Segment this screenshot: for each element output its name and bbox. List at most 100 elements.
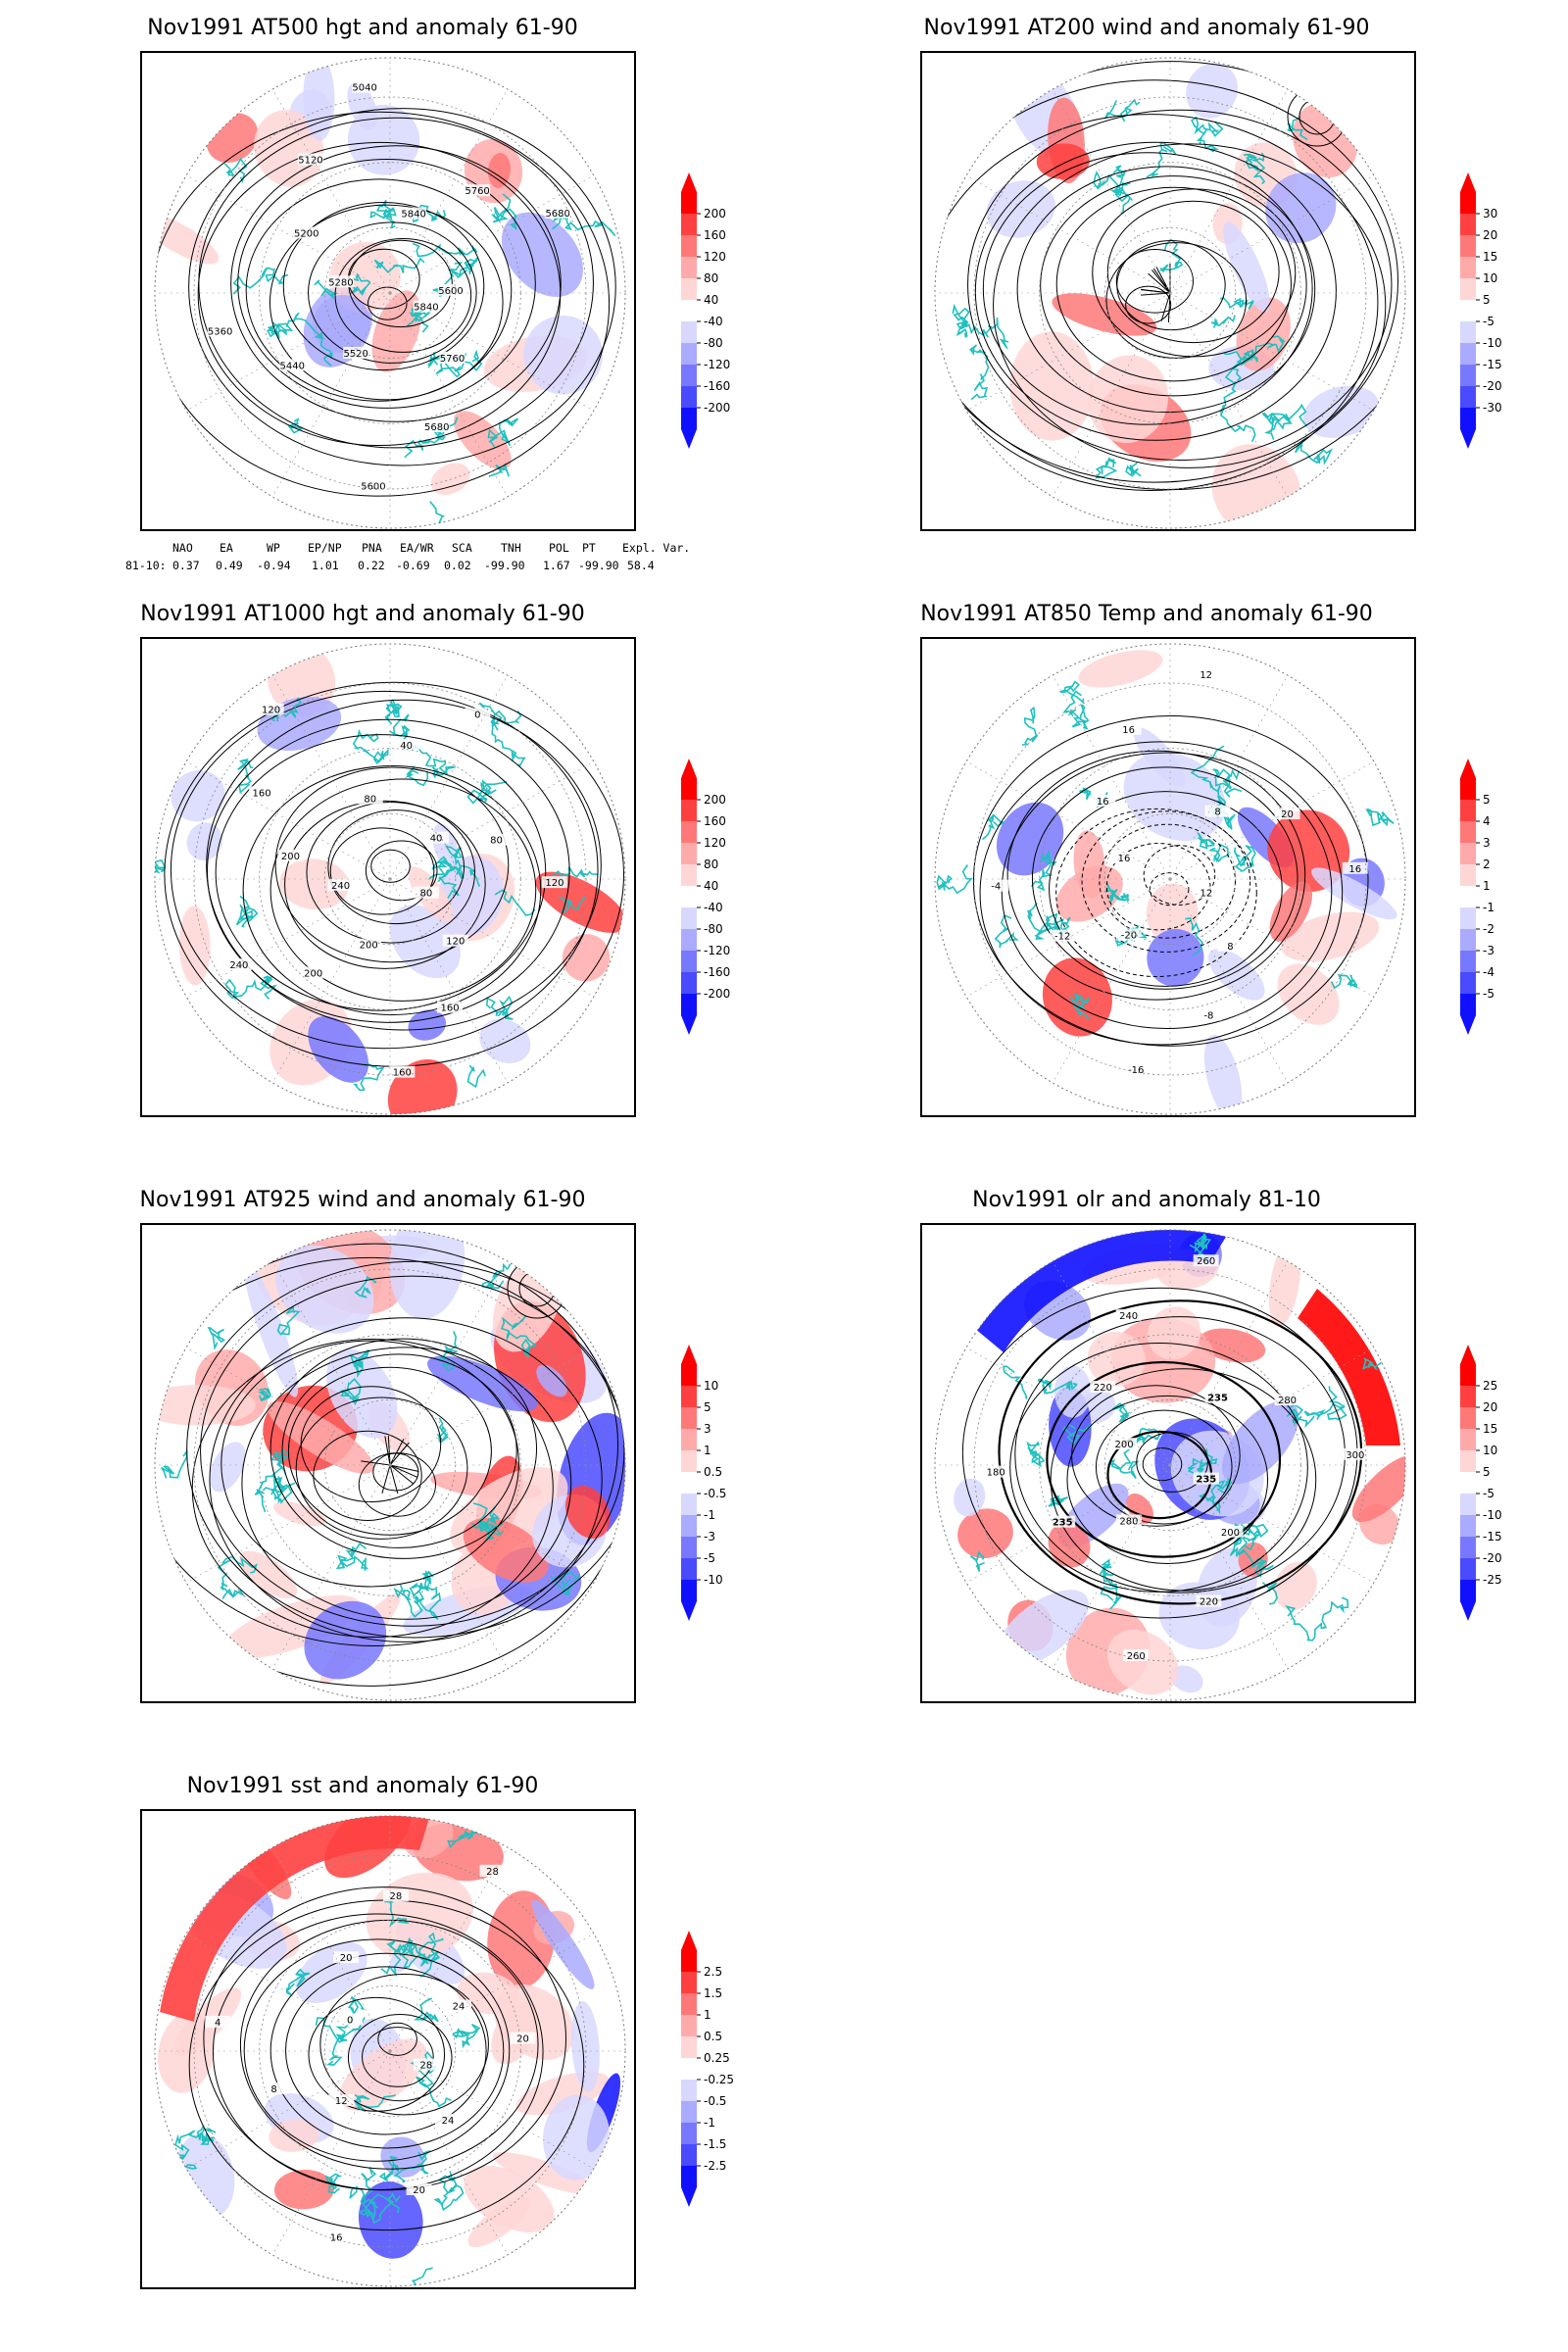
panel-title-850temp: Nov1991 AT850 Temp and anomaly 61-90	[920, 602, 1373, 626]
streamline	[1106, 200, 1280, 344]
coastline	[436, 1417, 449, 1444]
coastline	[412, 242, 478, 258]
colorbar-segment	[1460, 365, 1476, 386]
contour-label: 5760	[440, 354, 465, 365]
contour-line	[319, 1973, 489, 2116]
streamline	[358, 1452, 436, 1517]
contour-line	[270, 778, 537, 1002]
contour-label-bg	[983, 879, 1009, 892]
contour-line	[308, 221, 477, 364]
colorbar-label: -20	[1483, 379, 1502, 393]
graticule-longitude	[389, 1464, 594, 1584]
graticule-longitude	[966, 1464, 1171, 1584]
contour-line	[206, 699, 602, 1031]
colorbar-label: -160	[704, 965, 730, 979]
colorbar-sst: 2.5 1.5 1 0.5 0.25 -0.25 -0.5 -1 -1.5 -2.5	[681, 1931, 789, 2215]
colorbar-label: 5	[1483, 1465, 1491, 1479]
contour-label: -12	[1054, 932, 1070, 943]
graticule-longitude	[1169, 1464, 1374, 1584]
anomaly-shading	[957, 1508, 1013, 1559]
anomaly-shading	[171, 769, 225, 822]
streamline	[200, 1275, 625, 1627]
coastline	[1232, 1522, 1269, 1551]
contour-label-bg	[1111, 852, 1138, 864]
streamline	[186, 1260, 625, 1639]
contour-line	[239, 1919, 539, 2170]
graticule-longitude	[1052, 292, 1171, 497]
map-1000hgt: 80 120 160 160 200 200 240 240 200 160 120 80 40 0 40 8…	[140, 637, 636, 1117]
coastline	[1207, 843, 1230, 863]
graticule-longitude	[966, 760, 1171, 880]
colorbar-segment	[681, 192, 697, 214]
anomaly-shading	[501, 212, 583, 297]
coastline	[258, 1388, 271, 1402]
anomaly-shading	[1281, 911, 1380, 962]
anomaly-shading	[1052, 293, 1157, 336]
graticule-longitude	[1169, 1464, 1289, 1669]
contour-label: 80	[490, 836, 503, 847]
coastline	[466, 779, 508, 805]
coastline	[487, 417, 519, 448]
anomaly-shading	[155, 212, 220, 265]
colorbar-label: 80	[704, 858, 718, 871]
contour-line	[245, 178, 513, 402]
contour-line	[1081, 810, 1251, 953]
coastline	[414, 1997, 439, 2023]
colorbar-label: 1	[704, 2008, 711, 2022]
contour-label: 5680	[424, 422, 449, 433]
contour-label-bg	[423, 419, 450, 432]
contour-label-bg	[1090, 794, 1116, 807]
contour-label: 40	[400, 741, 413, 752]
colorbar-segment	[1460, 1558, 1476, 1580]
colorbar-segment	[1460, 843, 1476, 864]
graticule-longitude	[389, 1933, 594, 2052]
streamline	[935, 114, 1379, 491]
streamline	[389, 1442, 410, 1466]
contour-line	[1149, 872, 1190, 906]
coastline	[266, 321, 294, 339]
graticule-longitude	[271, 1847, 391, 2052]
contour-line	[269, 204, 504, 401]
coastline	[361, 2166, 401, 2225]
coastline	[558, 896, 586, 913]
map-boundary	[154, 57, 626, 529]
coastline	[1197, 832, 1216, 850]
contour-label: 20	[1281, 809, 1294, 820]
colorbar-label: 1	[704, 1444, 711, 1457]
colorbar-segment	[1460, 1429, 1476, 1450]
colorbar-segment	[681, 2144, 697, 2166]
colorbar-200wind: 30 20 15 10 5 -5 -10 -15 -20 -30	[1460, 172, 1568, 457]
colorbar-segment	[1460, 994, 1476, 1015]
colorbar-label: -40	[704, 901, 723, 914]
colorbar-arrow-top	[1460, 1345, 1476, 1364]
index-header-nao: NAO	[172, 541, 193, 555]
graticule-longitude	[1169, 292, 1289, 497]
contour-line	[243, 1938, 511, 2162]
coastline	[1111, 1402, 1131, 1423]
colorbar-segment	[1460, 1472, 1476, 1494]
streamline	[389, 1464, 419, 1473]
coastline	[1210, 315, 1236, 328]
colorbar-label: 40	[704, 293, 718, 307]
contour-line	[979, 741, 1344, 1046]
streamline	[295, 1396, 468, 1540]
contour-line	[377, 2022, 417, 2056]
colorbar-segment	[681, 1450, 697, 1472]
contour-label: -16	[1128, 1065, 1144, 1076]
panel-title-1000hgt: Nov1991 AT1000 hgt and anomaly 61-90	[140, 602, 585, 626]
contour-label: 5120	[298, 156, 322, 167]
contour-label: -20	[1121, 930, 1137, 941]
colorbar-segment	[681, 321, 697, 343]
anomaly-shading	[1265, 172, 1337, 244]
colorbar-segment	[1460, 192, 1476, 214]
anomaly-shading	[1203, 1035, 1243, 1114]
graticule-longitude	[1052, 1464, 1171, 1669]
colorbar-1000hgt: 200 160 120 80 40 -40 -80 -120 -160 -200	[681, 759, 789, 1043]
index-header-sca: SCA	[452, 541, 472, 555]
contour-label-bg	[207, 324, 233, 337]
coastline	[1219, 360, 1256, 443]
contour-line	[362, 2027, 434, 2087]
coastline	[353, 1061, 385, 1092]
colorbar-label: 5	[1483, 793, 1491, 807]
colorbar-label: -2.5	[704, 2159, 726, 2173]
